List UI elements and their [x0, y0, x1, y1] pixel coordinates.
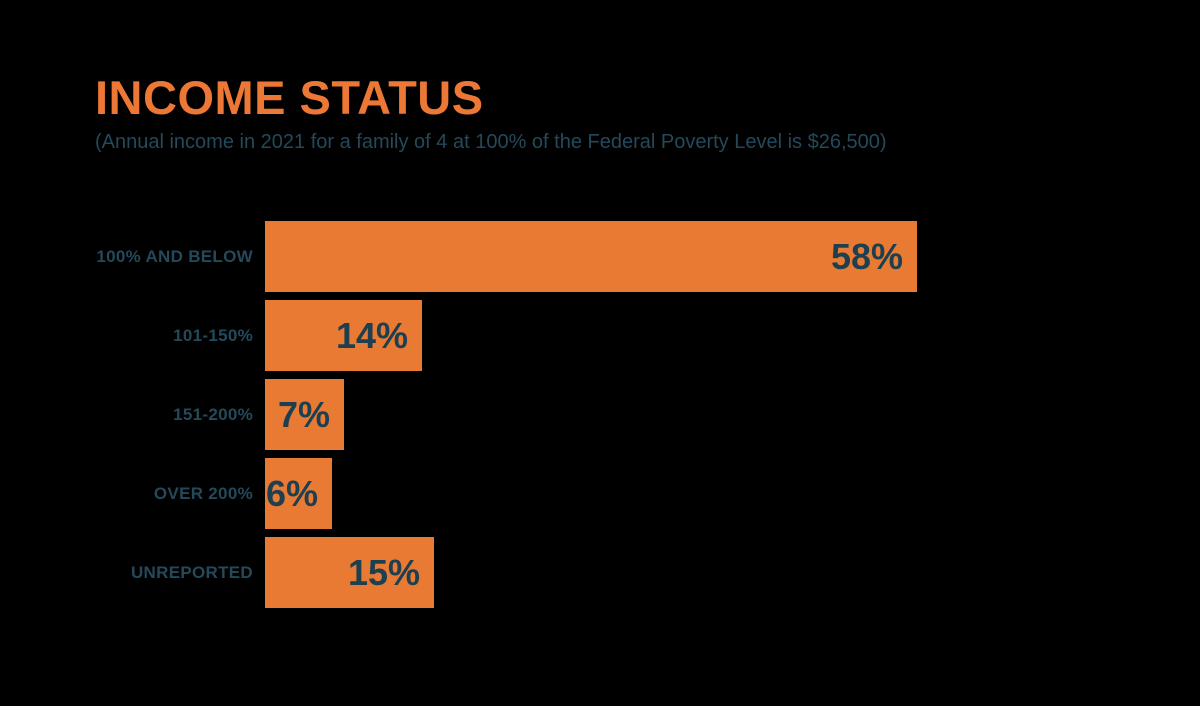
category-label: OVER 200% [153, 483, 253, 503]
bar: 58% [265, 221, 917, 292]
chart-header: INCOME STATUS (Annual income in 2021 for… [95, 72, 887, 154]
bar-chart: 100% AND BELOW 58% 101-150% 14% 151-200%… [0, 221, 1200, 616]
category-label: 151-200% [173, 404, 253, 424]
chart-title: INCOME STATUS [95, 71, 484, 124]
bar-row: UNREPORTED 15% [0, 537, 1200, 608]
category-label: UNREPORTED [130, 562, 253, 582]
bar-row: 151-200% 7% [0, 379, 1200, 450]
bar-row: OVER 200% 6% [0, 458, 1200, 529]
bar-value-label: 6% [265, 472, 318, 514]
category-label: 100% AND BELOW [96, 246, 253, 266]
bar-value-label: 58% [830, 235, 903, 277]
bar-value-label: 15% [347, 551, 420, 593]
bar-row: 100% AND BELOW 58% [0, 221, 1200, 292]
bar-row: 101-150% 14% [0, 300, 1200, 371]
bar-value-label: 7% [277, 393, 330, 435]
category-label: 101-150% [173, 325, 253, 345]
bar: 14% [265, 300, 422, 371]
bar: 7% [265, 379, 344, 450]
bar: 15% [265, 537, 434, 608]
bar-value-label: 14% [335, 314, 408, 356]
bar: 6% [265, 458, 332, 529]
chart-subtitle: (Annual income in 2021 for a family of 4… [95, 130, 887, 153]
